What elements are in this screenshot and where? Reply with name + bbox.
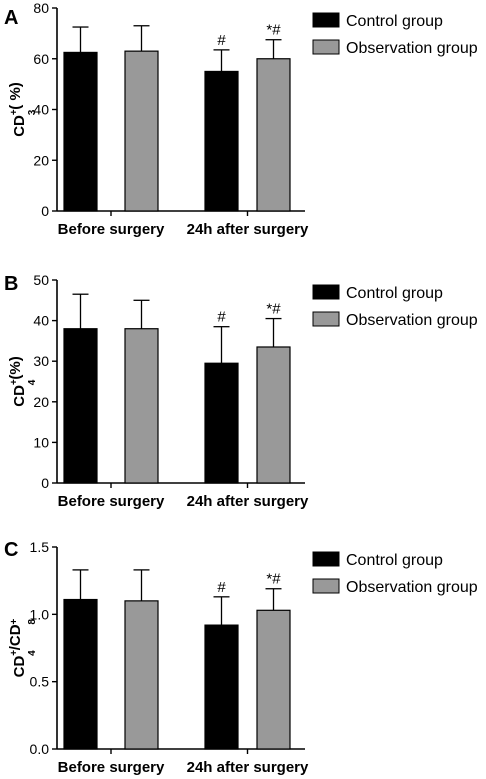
legend-label: Control group (346, 285, 443, 302)
legend-swatch (312, 578, 340, 594)
y-axis-label: CD+ 4(%) (7, 356, 38, 406)
y-tick-label: 1.0 (30, 606, 50, 622)
chart-panel-c: C 0.0 0.5 1.0 1.5 Before surgery 24h after sur… (4, 539, 478, 776)
x-tick-label: 24h after surgery (187, 493, 309, 510)
panel-letter: B (4, 273, 18, 295)
legend-swatch (312, 12, 340, 28)
legend-swatch (312, 284, 340, 300)
y-tick-label: 0 (41, 475, 49, 491)
y-tick-label: 80 (33, 0, 49, 16)
chart-panel-b: B 0 10 20 30 40 50 Before surgery 24h after surg… (4, 272, 478, 510)
bar (124, 600, 159, 750)
significance-mark: *# (266, 22, 281, 39)
bar (204, 624, 239, 750)
bar (256, 609, 291, 750)
legend-label: Observation group (346, 579, 478, 596)
legend-label: Observation group (346, 40, 478, 57)
bar (204, 362, 239, 484)
bar (204, 70, 239, 212)
y-tick-label: 40 (33, 102, 49, 118)
significance-mark: *# (266, 301, 281, 318)
y-tick-label: 1.5 (30, 539, 50, 555)
legend-swatch (312, 311, 340, 327)
chart-panel-a: A 0 20 40 60 80 Before surgery 24h after surger… (4, 0, 478, 238)
y-tick-label: 50 (33, 272, 49, 288)
legend: Control group Observation group (312, 551, 478, 596)
panel-letter: C (4, 539, 18, 561)
legend-label: Control group (346, 552, 443, 569)
bar (256, 58, 291, 212)
y-axis-label: CD+ 4/CD+ 8 (7, 618, 38, 677)
legend: Control group Observation group (312, 284, 478, 329)
y-tick-label: 20 (33, 394, 49, 410)
y-tick-label: 40 (33, 313, 49, 329)
legend-swatch (312, 39, 340, 55)
x-tick-label: Before surgery (58, 759, 165, 776)
y-tick-label: 10 (33, 434, 49, 450)
bar (256, 346, 291, 484)
bar (124, 50, 159, 212)
y-tick-label: 60 (33, 51, 49, 67)
y-tick-label: 0.5 (30, 674, 50, 690)
x-tick-label: Before surgery (58, 221, 165, 238)
panel-letter: A (4, 7, 18, 29)
legend: Control group Observation group (312, 12, 478, 57)
significance-mark: # (217, 579, 226, 596)
x-tick-label: 24h after surgery (187, 221, 309, 238)
x-tick-label: 24h after surgery (187, 759, 309, 776)
y-axis-label: CD+ 3( %) (7, 82, 38, 137)
significance-mark: # (217, 309, 226, 326)
y-tick-label: 0.0 (30, 741, 50, 757)
bar (63, 51, 98, 212)
y-tick-label: 20 (33, 152, 49, 168)
legend-label: Observation group (346, 312, 478, 329)
significance-mark: # (217, 32, 226, 49)
y-tick-label: 30 (33, 353, 49, 369)
bar (63, 598, 98, 750)
significance-mark: *# (266, 571, 281, 588)
bar (63, 328, 98, 484)
legend-label: Control group (346, 13, 443, 30)
legend-swatch (312, 551, 340, 567)
y-tick-label: 0 (41, 203, 49, 219)
x-tick-label: Before surgery (58, 493, 165, 510)
bar (124, 328, 159, 484)
